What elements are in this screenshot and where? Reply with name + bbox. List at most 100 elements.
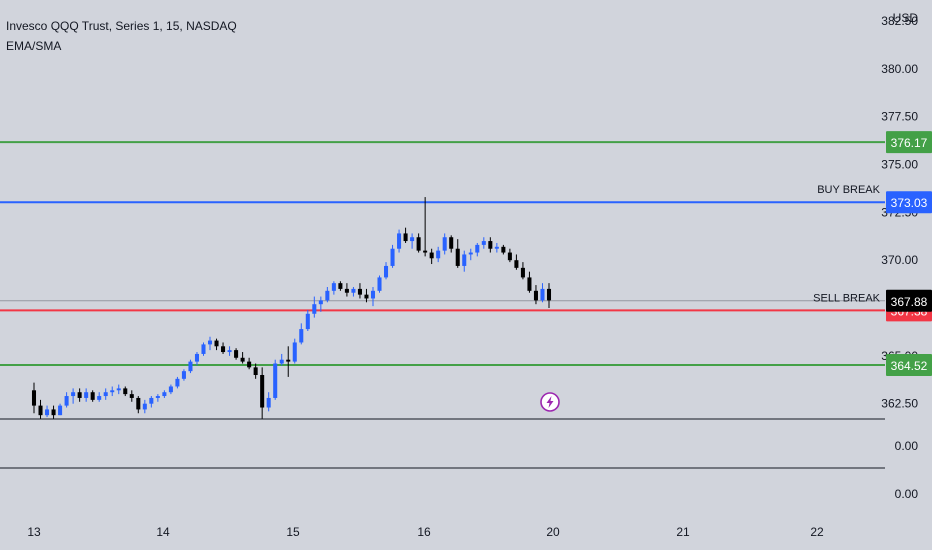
last-price-value: 367.88 — [891, 295, 928, 309]
candle-body — [234, 350, 239, 358]
upper-green-price-tag — [886, 131, 932, 154]
x-tick-label: 20 — [546, 525, 560, 539]
candle-body — [51, 409, 56, 416]
candle-body — [468, 252, 473, 255]
candle-body — [423, 250, 428, 253]
candle-body — [540, 288, 545, 301]
candle-body — [64, 396, 69, 406]
indicator-label[interactable]: EMA/SMA — [6, 39, 62, 53]
x-tick-label: 16 — [417, 525, 431, 539]
candle-body — [546, 288, 552, 301]
candle-body — [175, 378, 180, 387]
y-tick-label: 380.00 — [881, 62, 918, 76]
upper-green-price-value: 376.17 — [891, 136, 928, 150]
candle-body — [194, 353, 199, 362]
candle-body — [260, 374, 265, 408]
candle-body — [514, 260, 519, 268]
candle-body — [475, 244, 480, 253]
last-price-tag — [886, 289, 932, 312]
x-tick-label: 15 — [286, 525, 300, 539]
candle-body — [442, 237, 447, 251]
sub-pane-tick-label: 0.00 — [895, 487, 919, 501]
candle-body — [221, 346, 226, 353]
candle-body — [71, 392, 76, 397]
x-tick-label: 13 — [27, 525, 41, 539]
candle-body — [292, 342, 297, 362]
lightning-icon[interactable] — [540, 392, 560, 412]
candle-body — [357, 288, 362, 295]
lower-green-price-value: 364.52 — [891, 359, 928, 373]
candle-body — [481, 241, 486, 245]
candle-body — [338, 283, 343, 289]
chart-legend: Invesco QQQ Trust, Series 1, 15, NASDAQ … — [6, 16, 237, 56]
candle-body — [201, 344, 206, 354]
candle-body — [410, 237, 415, 242]
candle-body — [110, 390, 115, 393]
candle-body — [462, 254, 467, 266]
candle-body — [227, 350, 232, 353]
candle-body — [207, 340, 213, 345]
candle-body — [364, 294, 369, 299]
candle-body — [533, 290, 538, 301]
candle-body — [331, 283, 336, 291]
time-axis[interactable]: 13 14 15 16 20 21 22 — [27, 525, 824, 539]
candle-body — [38, 405, 43, 416]
buy-break-text: BUY BREAK — [817, 184, 880, 196]
candle-body — [370, 290, 376, 299]
candle-body — [162, 392, 167, 397]
candle-body — [188, 361, 193, 372]
candle-body — [299, 329, 304, 343]
price-axis[interactable]: USD382.50380.00377.50375.00372.50370.003… — [881, 11, 918, 501]
candle-body — [77, 392, 82, 398]
candle-body — [84, 392, 89, 398]
candle-body — [90, 392, 95, 400]
symbol-title[interactable]: Invesco QQQ Trust, Series 1, 15, NASDAQ — [6, 19, 237, 33]
candle-body — [214, 340, 219, 347]
candle-body — [325, 290, 330, 301]
candle-body — [397, 233, 402, 249]
candle-body — [286, 359, 291, 362]
candle-body — [279, 359, 284, 364]
y-tick-label: 375.00 — [881, 158, 918, 172]
candle-body — [266, 397, 271, 408]
candle-body — [494, 246, 499, 249]
candle-body — [45, 409, 50, 416]
candle-body — [416, 237, 421, 251]
candle-body — [377, 277, 382, 291]
candle-body — [520, 267, 525, 278]
candle-body — [31, 390, 37, 406]
candle-body — [123, 388, 128, 395]
candle-body — [436, 250, 441, 259]
candle-body — [344, 288, 349, 293]
candle-body — [247, 361, 252, 368]
candle-body — [103, 392, 108, 397]
y-tick-label: 382.50 — [881, 14, 918, 28]
x-tick-label: 14 — [156, 525, 170, 539]
x-tick-label: 21 — [676, 525, 690, 539]
candle-body — [240, 357, 245, 362]
candle-body — [351, 288, 356, 293]
candles — [31, 197, 552, 419]
currency-label: USD — [893, 11, 919, 25]
horizontal-levels — [0, 141, 885, 367]
candle-body — [455, 248, 460, 266]
sell-break-text: SELL BREAK — [813, 292, 881, 304]
candle-body — [384, 265, 389, 278]
candle-body — [58, 405, 63, 416]
candle-body — [312, 304, 317, 314]
candle-body — [136, 397, 141, 410]
lower-green-price-tag — [886, 354, 932, 377]
candle-body — [488, 241, 493, 249]
sub-pane-tick-label: 0.00 — [895, 439, 919, 453]
x-tick-label: 22 — [810, 525, 824, 539]
candle-body — [97, 396, 102, 400]
buy-break-price-tag — [886, 191, 932, 214]
candle-body — [142, 403, 147, 410]
candle-body — [403, 233, 408, 242]
candle-body — [149, 397, 154, 404]
candle-body — [429, 252, 434, 259]
candle-body — [116, 388, 121, 391]
candle-body — [449, 237, 454, 249]
